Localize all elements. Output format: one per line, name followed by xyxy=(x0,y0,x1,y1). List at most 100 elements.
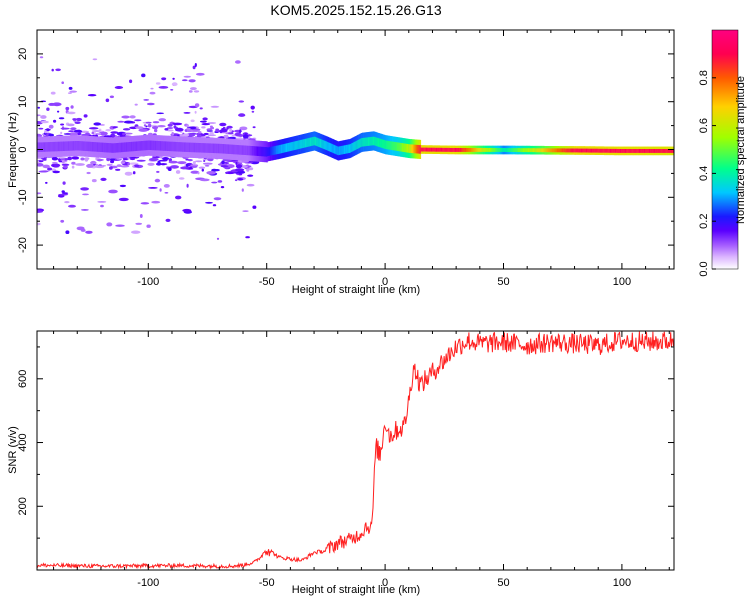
spectrogram-ridge-core xyxy=(200,143,202,153)
spectrogram-ridge-core xyxy=(554,148,556,153)
spectrogram-ridge-core xyxy=(58,141,60,152)
spectrogram-ridge-core xyxy=(278,145,280,154)
spectrogram-ridge-core xyxy=(136,141,138,151)
spectrogram-ridge-core xyxy=(235,144,238,155)
spectrogram-ridge-core xyxy=(519,148,521,152)
spectrogram-ridge-core xyxy=(277,145,279,154)
spectrogram-ridge-core xyxy=(259,146,262,157)
spectrogram-ridge-core xyxy=(322,140,325,149)
spectrogram-ridge-core xyxy=(334,145,336,154)
spectrogram-ridge-core xyxy=(426,147,428,152)
spectrogram-ridge-core xyxy=(481,148,483,152)
spectrogram-frame xyxy=(36,29,675,270)
spectrogram-ridge-core xyxy=(657,149,659,153)
spectrogram-ridge-core xyxy=(662,149,664,153)
spectrogram-ridge-core xyxy=(201,143,203,153)
x-tick-label: -50 xyxy=(259,276,275,288)
spectrogram-cell xyxy=(202,117,208,121)
spectrogram-ridge-core xyxy=(139,141,141,151)
spectrogram-ridge-core xyxy=(368,137,370,146)
spectrogram-cell xyxy=(194,160,203,163)
spectrogram-ridge-core xyxy=(443,147,446,152)
spectrogram-ridge-core xyxy=(596,148,598,153)
spectrogram-ridge-core xyxy=(211,143,214,153)
spectrogram-cell xyxy=(75,117,83,122)
spectrogram-ridge-core xyxy=(161,141,163,151)
spectrogram-ridge-core xyxy=(468,148,470,152)
x-tick-label: 0 xyxy=(382,276,388,288)
spectrogram-cell xyxy=(46,107,50,111)
spectrogram-ridge-core xyxy=(620,149,622,153)
spectrogram-ridge-core xyxy=(99,142,101,152)
spectrogram-ridge-core xyxy=(181,142,183,152)
spectrogram-cell xyxy=(106,163,113,166)
spectrogram-cell xyxy=(65,230,70,234)
spectrogram-ylabel: Frequency (Hz) xyxy=(7,112,19,188)
spectrogram-ridge-core xyxy=(516,148,518,152)
spectrogram-ridge-core xyxy=(572,148,574,153)
spectrogram-ridge-core xyxy=(553,148,555,153)
spectrogram-ridge-core xyxy=(320,139,322,148)
spectrogram-ridge-core xyxy=(516,148,519,152)
spectrogram-ridge-core xyxy=(301,139,303,149)
spectrogram-ridge-core xyxy=(424,147,427,152)
spectrogram-ridge-core xyxy=(449,148,451,152)
spectrogram-ridge-core xyxy=(305,138,307,148)
spectrogram-ridge-core xyxy=(284,143,286,153)
spectrogram-cell xyxy=(156,112,165,115)
spectrogram-ridge-core xyxy=(130,141,132,152)
spectrogram-cell xyxy=(47,167,53,171)
spectrogram-ridge-core xyxy=(416,144,418,154)
spectrogram-ridge-core xyxy=(374,136,376,146)
spectrogram-ridge-core xyxy=(421,147,423,152)
spectrogram-cell xyxy=(105,129,111,132)
spectrogram-ridge-core xyxy=(74,141,76,151)
spectrogram-ridge-core xyxy=(219,143,221,154)
spectrogram-ridge-core xyxy=(473,148,475,152)
spectrogram-ridge-core xyxy=(622,149,624,153)
colorbar-tick-label: 0.6 xyxy=(698,118,710,133)
spectrogram-ridge-core xyxy=(349,144,351,153)
spectrogram-ridge-core xyxy=(308,138,310,147)
spectrogram-ridge-core xyxy=(95,142,97,152)
spectrogram-ridge-core xyxy=(267,147,269,156)
spectrogram-ridge-core xyxy=(592,148,594,153)
spectrogram-ridge-core xyxy=(73,141,75,151)
spectrogram-cell xyxy=(240,165,248,168)
spectrogram-ridge-core xyxy=(247,145,249,156)
spectrogram-ridge-core xyxy=(556,148,558,153)
spectrogram-ridge-core xyxy=(210,143,212,153)
spectrogram-ridge-core xyxy=(503,148,505,152)
spectrogram-ridge-core xyxy=(297,140,299,150)
spectrogram-ridge-core xyxy=(213,143,215,154)
spectrogram-xlabel: Height of straight line (km) xyxy=(292,284,420,296)
spectrogram-ridge-core xyxy=(435,147,437,152)
spectrogram-ridge-core xyxy=(358,139,360,149)
spectrogram-cell xyxy=(186,124,189,128)
spectrogram-ridge-core xyxy=(39,142,41,152)
spectrogram-ridge-core xyxy=(396,142,398,151)
spectrogram-cell xyxy=(248,167,254,171)
spectrogram-ridge-core xyxy=(514,148,516,152)
spectrogram-ridge-core xyxy=(48,142,50,152)
spectrogram-ridge-core xyxy=(150,140,152,151)
spectrogram-cell xyxy=(65,106,70,111)
spectrogram-ridge-core xyxy=(625,149,627,153)
spectrogram-cell xyxy=(167,127,174,129)
spectrogram-ridge-core xyxy=(440,147,442,152)
spectrogram-ridge-core xyxy=(168,141,170,151)
spectrogram-ridge-core xyxy=(287,143,289,152)
spectrogram-cell xyxy=(178,177,185,180)
spectrogram-ridge-core xyxy=(209,143,211,153)
spectrogram-ridge-core xyxy=(353,142,355,151)
spectrogram-ridge-core xyxy=(672,149,674,153)
spectrogram-cell xyxy=(52,102,62,107)
spectrogram-cell xyxy=(48,133,54,137)
spectrogram-cell xyxy=(163,184,170,188)
spectrogram-ridge-core xyxy=(531,148,533,153)
spectrogram-ridge-core xyxy=(217,143,219,154)
spectrogram-ridge-core xyxy=(172,141,174,152)
spectrogram-ridge-core xyxy=(76,141,78,151)
spectrogram-ridge-core xyxy=(526,148,528,153)
spectrogram-ridge-core xyxy=(69,141,71,151)
